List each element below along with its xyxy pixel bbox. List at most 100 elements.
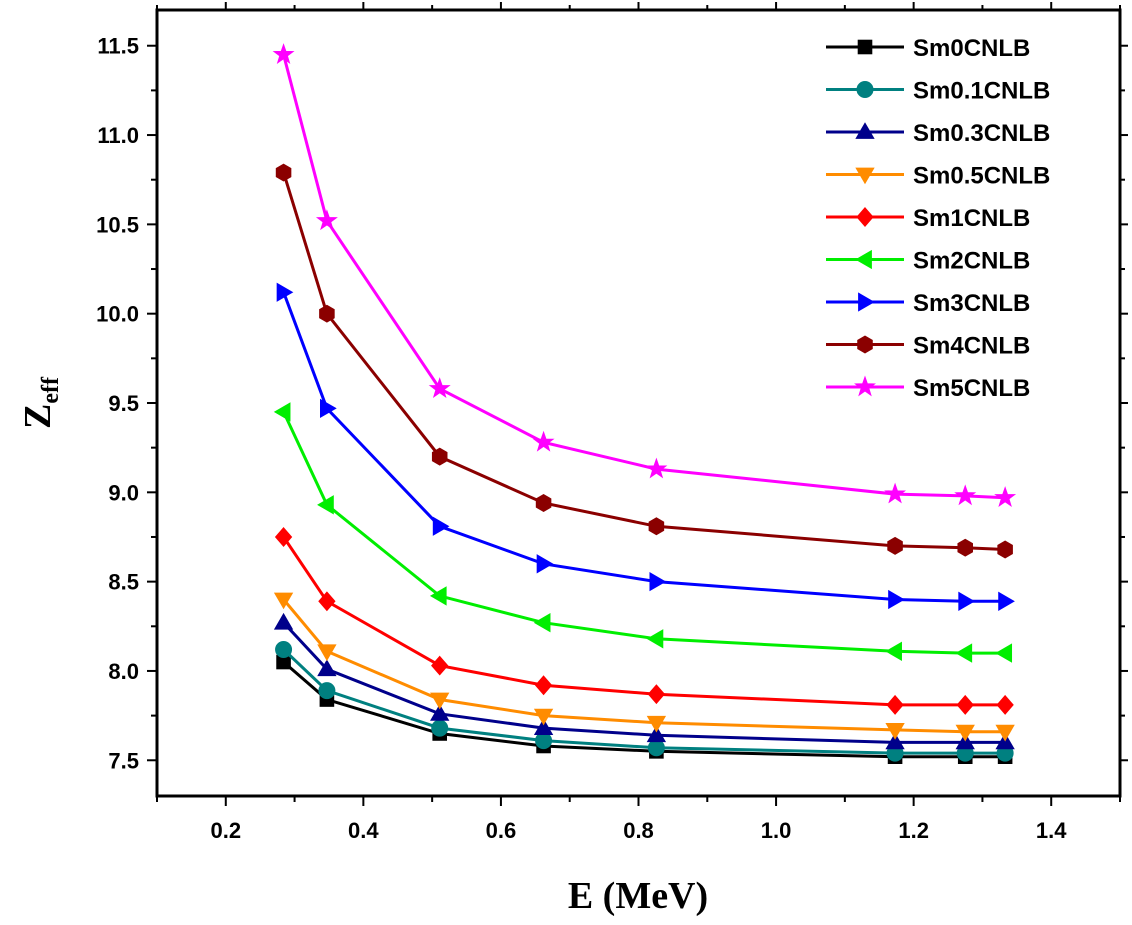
data-point	[646, 715, 667, 733]
x-tick-label: 0.8	[623, 818, 654, 843]
x-tick-label: 0.6	[486, 818, 517, 843]
data-point	[887, 536, 903, 555]
data-point	[430, 692, 450, 710]
series-line	[282, 660, 1006, 759]
y-axis-title-main: Z	[17, 404, 59, 429]
data-point	[318, 591, 336, 612]
data-point	[317, 495, 334, 515]
data-point	[533, 708, 554, 726]
series-line	[282, 411, 1006, 655]
series-line	[282, 172, 1006, 551]
series-Sm0.1CNLB	[275, 641, 1014, 762]
legend-label: Sm0CNLB	[913, 35, 1030, 62]
legend-marker	[857, 335, 873, 354]
y-tick-label: 9.0	[108, 480, 139, 505]
x-tick-label: 1.2	[898, 818, 929, 843]
series-line	[282, 648, 1006, 755]
data-point	[645, 457, 668, 479]
y-tick-label: 9.5	[108, 391, 139, 416]
x-tick-label: 0.4	[348, 818, 379, 843]
legend-marker	[857, 39, 873, 55]
data-point	[996, 694, 1014, 715]
data-point	[273, 592, 294, 610]
data-point	[431, 655, 449, 676]
data-point	[275, 641, 293, 659]
series-Sm5CNLB	[272, 43, 1017, 507]
data-point	[315, 209, 338, 231]
legend-item: Sm0CNLB	[826, 35, 1030, 62]
series-Sm0.5CNLB	[273, 592, 1015, 742]
data-point	[319, 304, 335, 323]
data-point	[533, 613, 551, 633]
data-point	[995, 643, 1013, 663]
legend-item: Sm0.3CNLB	[826, 120, 1050, 147]
data-point	[886, 694, 904, 715]
svg-text:Zeff: Zeff	[17, 376, 64, 429]
data-point	[274, 527, 293, 547]
data-point	[535, 494, 552, 513]
data-point	[647, 739, 665, 757]
y-tick-label: 8.5	[108, 570, 139, 595]
data-point	[276, 282, 294, 302]
x-tick-label: 1.0	[761, 818, 792, 843]
data-point	[648, 517, 665, 536]
series-line	[282, 291, 1006, 603]
legend-label: Sm0.3CNLB	[913, 120, 1050, 147]
legend-marker	[855, 122, 875, 139]
legend-label: Sm1CNLB	[913, 205, 1030, 232]
legend-marker	[856, 207, 874, 227]
legend-marker	[855, 249, 872, 270]
y-axis-title: Zeff	[17, 376, 64, 429]
legend-item: Sm2CNLB	[826, 248, 1030, 275]
data-point	[532, 430, 555, 452]
y-tick-label: 11.0	[97, 123, 139, 148]
data-point	[885, 641, 902, 661]
data-point	[958, 591, 976, 611]
legend-marker	[855, 167, 875, 185]
legend: Sm0CNLB Sm0.1CNLB Sm0.3CNLB Sm0.5CNLB Sm1CNL…	[826, 35, 1050, 402]
data-point	[956, 694, 974, 715]
data-point	[432, 516, 450, 536]
data-point	[646, 629, 664, 649]
data-point	[429, 586, 447, 606]
data-point	[320, 398, 337, 419]
data-point	[885, 723, 905, 740]
data-point	[646, 725, 667, 743]
data-point	[957, 538, 974, 557]
legend-marker	[858, 292, 875, 312]
data-point	[997, 540, 1013, 559]
data-point	[533, 718, 554, 736]
legend-item: Sm1CNLB	[826, 205, 1030, 232]
data-point	[955, 643, 973, 663]
y-tick-label: 10.0	[96, 302, 139, 327]
series-line	[282, 536, 1006, 707]
data-point	[885, 732, 905, 750]
data-point	[272, 43, 295, 64]
series-Sm4CNLB	[275, 163, 1013, 559]
data-point	[955, 724, 975, 742]
data-point	[995, 724, 1015, 742]
y-tick-label: 10.5	[96, 212, 139, 237]
data-point	[275, 163, 292, 182]
series-Sm3CNLB	[276, 282, 1015, 611]
series-layer	[272, 43, 1017, 765]
x-tick-label: 0.2	[210, 818, 241, 843]
legend-marker	[856, 81, 874, 98]
data-point	[954, 484, 977, 506]
data-point	[317, 659, 337, 677]
data-point	[998, 591, 1015, 611]
legend-marker	[854, 375, 876, 397]
axis-ticks: 0.2 0.4 0.6 0.8 1.0 1.2 1.4 7.5 8.0 8.5 9.0 9.5 10.0…	[96, 2, 1128, 843]
data-point	[317, 644, 337, 662]
legend-item: Sm0.5CNLB	[826, 163, 1050, 190]
data-point	[430, 704, 450, 721]
x-tick-label: 1.4	[1036, 818, 1067, 843]
data-point	[273, 402, 291, 422]
series-Sm1CNLB	[274, 527, 1014, 715]
legend-item: Sm5CNLB	[826, 375, 1030, 402]
series-line	[282, 54, 1006, 500]
data-point	[994, 486, 1017, 507]
legend-label: Sm0.5CNLB	[913, 163, 1050, 190]
y-tick-label: 8.0	[108, 659, 139, 684]
